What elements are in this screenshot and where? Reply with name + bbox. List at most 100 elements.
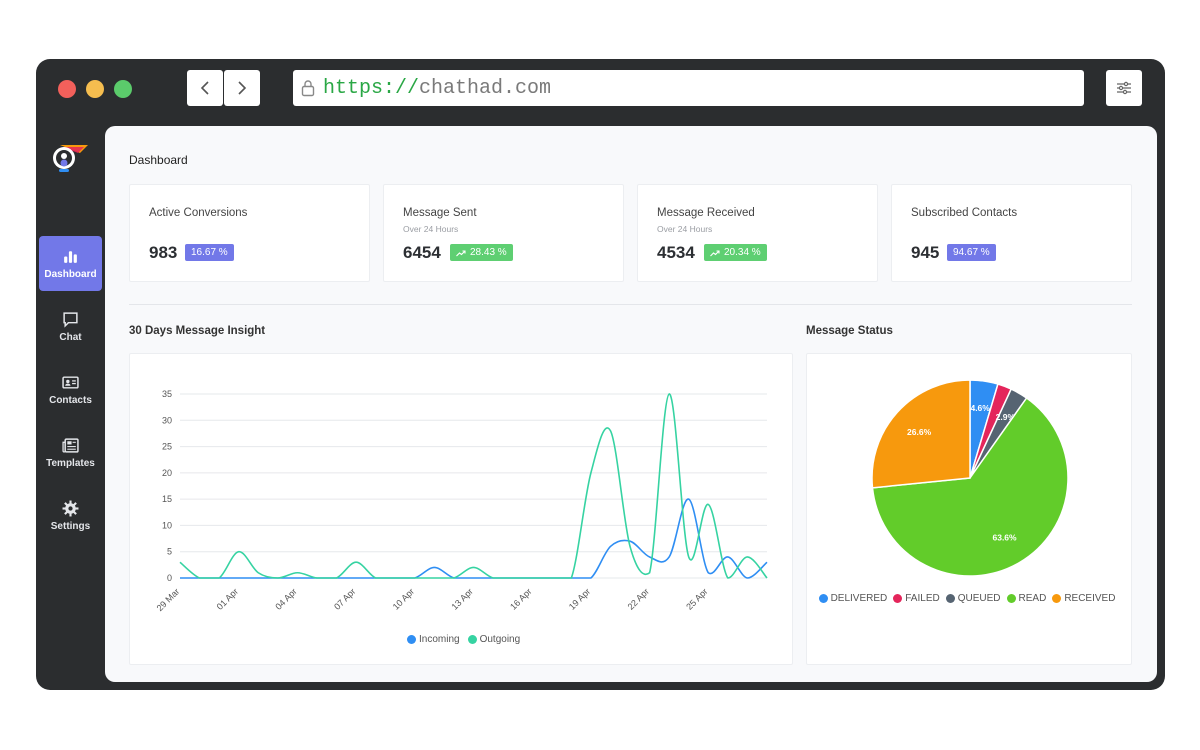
chat-bubble-icon [63,311,78,328]
sidebar-item-templates[interactable]: Templates [39,425,102,480]
address-bar[interactable]: https://chathad.com [293,70,1084,106]
y-tick-label: 25 [162,442,172,452]
stat-value: 4534 [657,243,695,262]
y-tick-label: 10 [162,520,172,530]
legend-label: Incoming [419,634,460,645]
sidebar-item-label: Templates [46,457,95,469]
x-tick-label: 13 Apr [449,586,474,611]
y-tick-label: 30 [162,415,172,425]
stat-badge: 16.67 % [185,244,234,261]
x-tick-label: 29 Mar [155,586,182,613]
stat-title: Message Received [657,207,755,219]
pie-chart-legend: DELIVERED FAILED QUEUED READ RECEIVED [807,593,1133,604]
legend-label: READ [1018,593,1047,604]
pie-slice-label: 63.6% [992,532,1017,542]
pie-slice-label: 2.9% [996,412,1016,422]
browser-window: https://chathad.com Dashboard Chat [36,59,1165,690]
sidebar-item-dashboard[interactable]: Dashboard [39,236,102,291]
series-line-incoming [180,498,768,579]
stat-badge-text: 16.67 % [191,247,228,258]
legend-swatch [1052,594,1062,603]
trend-up-icon [710,249,720,256]
x-tick-label: 01 Apr [215,586,240,611]
x-tick-label: 10 Apr [391,586,416,611]
stat-subtitle: Over 24 Hours [657,224,713,234]
legend-label: DELIVERED [830,593,888,604]
url-scheme: https:// [323,76,420,100]
legend-item[interactable]: Outgoing [467,634,521,645]
sidebar: Dashboard Chat Contacts Templates Settin… [36,119,104,690]
chevron-right-icon [238,81,247,95]
forward-button[interactable] [224,70,260,106]
pie-chart-panel: 4.6% 2.9% 63.6% 26.6% DELIVERED FAILED QUEUED… [806,353,1132,665]
minimize-window-button[interactable] [86,80,104,98]
app-logo [50,141,90,177]
y-tick-label: 35 [162,389,172,399]
section-divider [129,304,1132,305]
legend-swatch [945,594,955,603]
stat-badge: 94.67 % [947,244,996,261]
y-tick-label: 15 [162,494,172,504]
pie-slice-read [871,396,1069,577]
x-tick-label: 04 Apr [273,586,298,611]
legend-item[interactable]: DELIVERED [818,593,888,604]
sliders-icon [1117,81,1131,95]
stat-value: 945 [911,243,940,262]
y-tick-label: 0 [167,573,172,583]
legend-item[interactable]: RECEIVED [1052,593,1115,604]
sidebar-item-contacts[interactable]: Contacts [39,362,102,417]
stat-badge-text: 28.43 % [470,247,507,258]
line-chart-panel: 0 5 10 15 20 25 30 35 29 Mar 01 Apr 04 Apr 07 Apr 10… [129,353,793,665]
close-window-button[interactable] [58,80,76,98]
legend-label: QUEUED [957,593,1001,604]
legend-item[interactable]: READ [1006,593,1047,604]
stat-badge-text: 20.34 % [724,247,761,258]
legend-item[interactable]: QUEUED [945,593,1001,604]
chevron-left-icon [200,81,209,95]
line-chart-legend: Incoming Outgoing [407,634,528,645]
bar-chart-icon [64,250,77,263]
main-content: Dashboard Active Conversions 983 16.67 %… [105,126,1157,682]
page-title: Dashboard [129,153,188,167]
stat-card-message-sent: Message Sent Over 24 Hours 6454 28.43 % [383,184,624,282]
line-chart: 0 5 10 15 20 25 30 35 29 Mar 01 Apr 04 Apr 07 Apr 10… [155,389,768,613]
trend-up-icon [456,249,466,256]
stat-card-subscribed-contacts: Subscribed Contacts 945 94.67 % [891,184,1132,282]
stat-title: Subscribed Contacts [911,207,1018,219]
legend-label: Outgoing [479,634,521,645]
sidebar-item-label: Contacts [49,394,92,406]
legend-item[interactable]: FAILED [893,593,940,604]
legend-label: RECEIVED [1064,593,1116,604]
stat-card-message-received: Message Received Over 24 Hours 4534 20.3… [637,184,878,282]
insight-title: 30 Days Message Insight [129,325,266,337]
back-button[interactable] [187,70,223,106]
status-title: Message Status [806,325,893,337]
url-host: chathad.com [419,76,552,100]
sidebar-item-label: Chat [59,331,82,343]
pie-slice-received [871,379,971,489]
stat-value: 6454 [403,243,441,262]
pie-slice-label: 4.6% [970,403,990,413]
stat-title: Active Conversions [149,207,248,219]
series-line-outgoing [179,393,768,579]
newspaper-icon [62,437,79,453]
sidebar-item-chat[interactable]: Chat [39,299,102,354]
stat-subtitle: Over 24 Hours [403,224,459,234]
legend-swatch [893,594,903,603]
legend-label: FAILED [905,593,940,604]
x-tick-label: 19 Apr [567,586,592,611]
stat-badge: 28.43 % [450,244,513,261]
stat-card-active-conversions: Active Conversions 983 16.67 % [129,184,370,282]
sidebar-item-settings[interactable]: Settings [39,488,102,543]
legend-swatch [467,635,477,644]
browser-settings-button[interactable] [1106,70,1142,106]
lock-icon [301,80,315,97]
x-tick-label: 16 Apr [508,586,533,611]
legend-item[interactable]: Incoming [407,634,460,645]
legend-swatch [407,635,416,644]
stat-value: 983 [149,243,178,262]
sidebar-item-label: Dashboard [44,268,97,280]
maximize-window-button[interactable] [114,80,132,98]
x-tick-label: 25 Apr [684,586,709,611]
y-tick-label: 5 [167,547,172,557]
